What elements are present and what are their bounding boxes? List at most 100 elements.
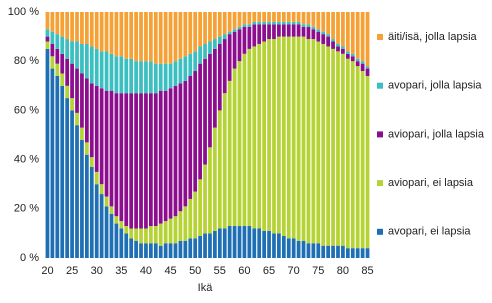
bar-segment — [306, 243, 311, 258]
bar-segment — [331, 48, 335, 246]
bar-segment — [355, 12, 360, 59]
bar-segment — [45, 41, 50, 49]
bar-segment — [237, 226, 242, 258]
bar-segment — [149, 61, 153, 94]
bar-segment — [203, 12, 207, 44]
bar-segment — [350, 248, 355, 258]
bar-segment — [183, 206, 188, 241]
bar-segment — [50, 43, 55, 57]
bar-segment — [94, 171, 99, 185]
bar-segment — [104, 90, 109, 197]
bar-segment — [365, 75, 370, 249]
y-tick-label: 80 % — [14, 55, 39, 67]
bar-segment — [360, 71, 365, 249]
x-tick-label: 40 — [140, 265, 152, 277]
bar-segment — [291, 21, 296, 25]
bar-segment — [89, 166, 94, 258]
bar-segment — [331, 41, 335, 49]
bar-segment — [217, 228, 222, 258]
bar-segment — [168, 88, 173, 219]
bar-segment — [321, 12, 326, 32]
x-tick-label: 65 — [263, 265, 275, 277]
bar-segment — [80, 12, 84, 44]
bar-segment — [193, 51, 198, 72]
bar-segment — [277, 21, 281, 25]
bar-segment — [144, 228, 148, 244]
bar-segment — [291, 24, 296, 37]
bar-segment — [173, 243, 178, 258]
bar-segment — [267, 39, 271, 231]
bar-segment — [50, 68, 55, 258]
bar-segment — [65, 85, 70, 99]
bar-segment — [331, 12, 335, 40]
bar-segment — [350, 61, 355, 249]
bar-segment — [252, 228, 257, 258]
bar-segment — [306, 39, 311, 244]
bar-segment — [227, 80, 232, 227]
bar-segment — [272, 233, 276, 258]
bar-segment — [109, 12, 114, 54]
bar-segment — [222, 228, 227, 258]
bar-segment — [109, 206, 114, 214]
bar-segment — [50, 12, 55, 32]
bar-segment — [222, 93, 227, 229]
bar-segment — [45, 48, 50, 259]
bar-segment — [99, 184, 104, 195]
bar-segment — [75, 41, 79, 69]
bar-segment — [153, 12, 158, 64]
bar-segment — [168, 63, 173, 89]
bar-segment — [124, 233, 129, 258]
bar-segment — [326, 245, 331, 258]
bar-segment — [50, 31, 55, 44]
bar-segment — [114, 223, 119, 258]
bar-segment — [163, 90, 168, 222]
bar-segment — [134, 12, 138, 62]
bar-segment — [65, 98, 70, 258]
bar-segment — [193, 191, 198, 239]
bar-segment — [277, 24, 281, 37]
x-tick-label: 35 — [115, 265, 127, 277]
bar-segment — [222, 34, 227, 40]
bar-segment — [213, 230, 217, 258]
bar-segment — [163, 12, 168, 64]
bar-segment — [198, 63, 202, 180]
bar-segment — [173, 85, 178, 217]
bar-segment — [50, 56, 55, 69]
bar-segment — [94, 12, 99, 49]
bar-segment — [262, 24, 266, 42]
bar-segment — [321, 245, 326, 258]
bar-segment — [124, 226, 129, 234]
bar-segment — [286, 12, 291, 22]
bar-segment — [84, 78, 89, 143]
y-tick-label: 100 % — [8, 6, 39, 18]
bar-segment — [153, 243, 158, 258]
bar-segment — [134, 93, 138, 229]
bar-segment — [213, 12, 217, 40]
bar-segment — [149, 226, 153, 244]
bar-segment — [296, 21, 301, 25]
bar-segment — [163, 243, 168, 258]
x-tick-label: 85 — [361, 265, 373, 277]
bar-segment — [232, 226, 237, 258]
bar-segment — [316, 12, 321, 30]
bar-segment — [84, 154, 89, 258]
bar-segment — [326, 36, 331, 47]
bar-segment — [350, 53, 355, 57]
bar-segment — [134, 228, 138, 241]
bar-segment — [341, 12, 345, 47]
bar-segment — [208, 147, 212, 234]
bar-segment — [286, 36, 291, 239]
legend-swatch — [377, 82, 383, 89]
bar-segment — [183, 12, 188, 57]
bar-segment — [237, 29, 242, 62]
bar-segment — [188, 53, 193, 76]
bar-segment — [119, 228, 124, 258]
bar-segment — [124, 12, 129, 59]
bar-segment — [173, 61, 178, 86]
x-tick-label: 80 — [337, 265, 349, 277]
bar-segment — [217, 43, 222, 111]
y-tick-label: 60 % — [14, 104, 39, 116]
bar-segment — [139, 12, 143, 62]
bar-segment — [232, 68, 237, 227]
bar-segment — [80, 73, 84, 128]
